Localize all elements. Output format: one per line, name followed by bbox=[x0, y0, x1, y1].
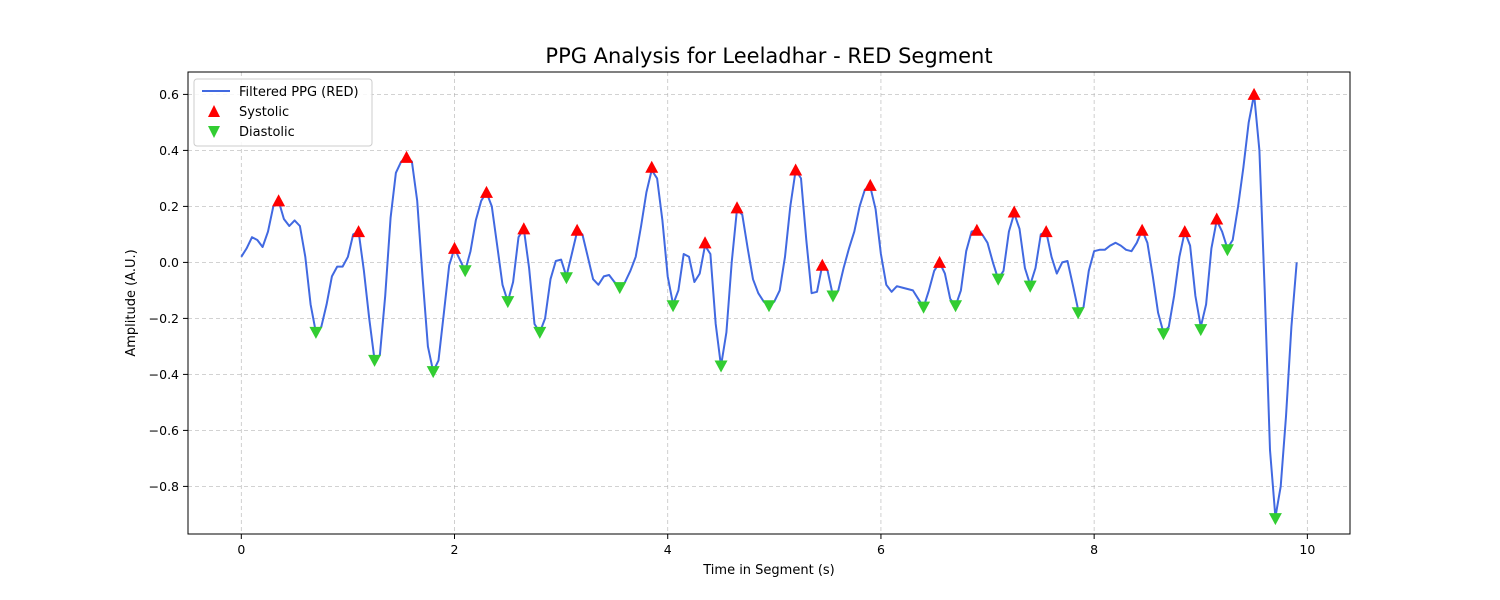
systolic-marker bbox=[698, 236, 712, 249]
diastolic-marker bbox=[613, 282, 627, 295]
y-tick-label: −0.4 bbox=[149, 367, 179, 382]
systolic-marker bbox=[933, 255, 947, 268]
systolic-marker bbox=[789, 163, 803, 176]
diastolic-marker bbox=[426, 366, 440, 379]
diastolic-marker bbox=[533, 326, 547, 339]
systolic-marker bbox=[730, 201, 744, 214]
diastolic-marker bbox=[1194, 324, 1208, 337]
y-tick-label: −0.8 bbox=[149, 479, 179, 494]
y-tick-label: 0.0 bbox=[159, 255, 179, 270]
x-tick-label: 0 bbox=[237, 542, 245, 557]
x-tick-label: 10 bbox=[1299, 542, 1315, 557]
systolic-marker bbox=[1007, 205, 1021, 218]
diastolic-marker bbox=[949, 300, 963, 313]
marker-layer bbox=[272, 87, 1282, 526]
y-tick-label: 0.6 bbox=[159, 87, 179, 102]
y-tick-label: 0.4 bbox=[159, 143, 179, 158]
diastolic-marker bbox=[368, 354, 382, 367]
systolic-marker bbox=[272, 194, 286, 207]
legend-label-filtered: Filtered PPG (RED) bbox=[239, 85, 359, 100]
systolic-marker bbox=[1247, 87, 1261, 100]
legend-label-systolic: Systolic bbox=[239, 105, 289, 120]
systolic-marker bbox=[863, 178, 877, 191]
systolic-marker bbox=[1039, 225, 1053, 238]
diastolic-marker bbox=[917, 301, 931, 314]
y-axis: −0.8 −0.6 −0.4 −0.2 0.0 0.2 0.4 0.6 bbox=[149, 87, 188, 494]
systolic-marker bbox=[1210, 212, 1224, 225]
systolic-marker bbox=[400, 150, 414, 163]
x-tick-label: 4 bbox=[664, 542, 672, 557]
legend: Filtered PPG (RED) Systolic Diastolic bbox=[193, 78, 373, 147]
systolic-marker bbox=[570, 223, 584, 236]
legend-box bbox=[193, 78, 373, 147]
grid bbox=[188, 72, 1350, 534]
diastolic-marker bbox=[762, 300, 776, 313]
systolic-marker bbox=[352, 225, 366, 238]
x-tick-label: 8 bbox=[1090, 542, 1098, 557]
systolic-marker bbox=[645, 160, 659, 173]
diastolic-marker bbox=[309, 326, 323, 339]
y-tick-label: 0.2 bbox=[159, 199, 179, 214]
diastolic-marker bbox=[1268, 513, 1282, 526]
chart-title: PPG Analysis for Leeladhar - RED Segment bbox=[545, 44, 992, 68]
diastolic-marker bbox=[1220, 244, 1234, 257]
diastolic-marker bbox=[1071, 307, 1085, 320]
legend-label-diastolic: Diastolic bbox=[239, 125, 295, 140]
diastolic-marker bbox=[559, 272, 573, 285]
diastolic-marker bbox=[991, 273, 1005, 286]
diastolic-marker bbox=[714, 360, 728, 373]
diastolic-marker bbox=[666, 300, 680, 313]
systolic-marker bbox=[1178, 225, 1192, 238]
systolic-marker bbox=[815, 258, 829, 271]
systolic-marker bbox=[448, 241, 462, 254]
y-tick-label: −0.2 bbox=[149, 311, 179, 326]
systolic-marker bbox=[970, 223, 984, 236]
diastolic-marker bbox=[826, 290, 840, 303]
systolic-marker bbox=[517, 222, 531, 235]
x-tick-label: 6 bbox=[877, 542, 885, 557]
systolic-marker bbox=[1135, 223, 1149, 236]
y-axis-label: Amplitude (A.U.) bbox=[124, 249, 139, 356]
systolic-marker bbox=[479, 185, 493, 198]
x-axis: 0 2 4 6 8 10 bbox=[237, 534, 1315, 557]
x-tick-label: 2 bbox=[451, 542, 459, 557]
x-axis-label: Time in Segment (s) bbox=[702, 563, 834, 578]
diastolic-marker bbox=[501, 296, 515, 309]
diastolic-marker bbox=[1156, 328, 1170, 341]
diastolic-marker bbox=[1023, 280, 1037, 293]
legend-systolic-marker bbox=[208, 105, 220, 117]
y-tick-label: −0.6 bbox=[149, 423, 179, 438]
legend-diastolic-marker bbox=[208, 126, 220, 138]
diastolic-marker bbox=[458, 265, 472, 278]
plot-frame bbox=[187, 71, 1351, 535]
